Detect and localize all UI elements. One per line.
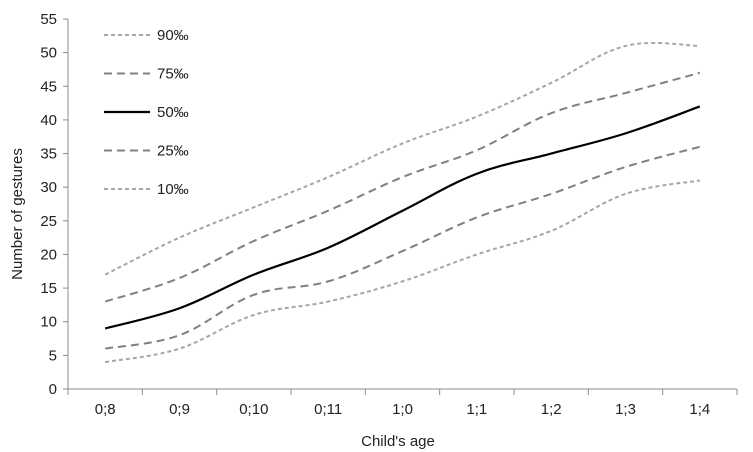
x-tick-label: 1;0 [392, 401, 413, 418]
x-tick-label: 0;9 [169, 401, 190, 418]
legend-label-2: 75‰ [157, 66, 189, 83]
x-tick-label: 1;1 [466, 401, 487, 418]
legend-label-3: 50‰ [157, 104, 189, 121]
legend-label-5: 10‰ [157, 181, 189, 198]
legend-label-4: 25‰ [157, 143, 189, 160]
x-axis-title: Child's age [361, 433, 435, 450]
y-tick-label: 10 [40, 314, 57, 331]
series-line-2 [104, 71, 701, 303]
x-tick-label: 1;3 [615, 401, 636, 418]
y-tick-label: 35 [40, 146, 57, 163]
y-tick-label: 55 [40, 11, 57, 28]
y-tick-label: 45 [40, 78, 57, 95]
axes: 0 5 10 15 20 25 30 35 40 45 50 55 0;8 0;9 0;10 0;11 1;0 1… [40, 11, 738, 418]
series-line-5 [104, 179, 701, 364]
series-line-3 [104, 105, 701, 330]
y-tick-label: 40 [40, 112, 57, 129]
y-tick-label: 20 [40, 246, 57, 263]
y-tick-label: 50 [40, 45, 57, 62]
legend: 90‰ 75‰ 50‰ 25‰ 10‰ [104, 27, 189, 198]
x-tick-label: 1;4 [689, 401, 710, 418]
x-tick-label: 1;2 [541, 401, 562, 418]
x-tick-label: 0;11 [314, 401, 342, 418]
y-tick-label: 25 [40, 213, 57, 230]
x-tick-label: 0;10 [239, 401, 268, 418]
series-line-1 [104, 41, 700, 276]
y-tick-label: 30 [40, 179, 57, 196]
y-tick-label: 0 [49, 381, 57, 398]
series-line-4 [104, 145, 701, 350]
y-axis-title: Number of gestures [9, 148, 26, 280]
series-layer [104, 41, 701, 364]
y-tick-label: 5 [49, 347, 57, 364]
legend-label-1: 90‰ [157, 27, 189, 44]
y-tick-label: 15 [40, 280, 57, 297]
x-tick-label: 0;8 [95, 401, 116, 418]
